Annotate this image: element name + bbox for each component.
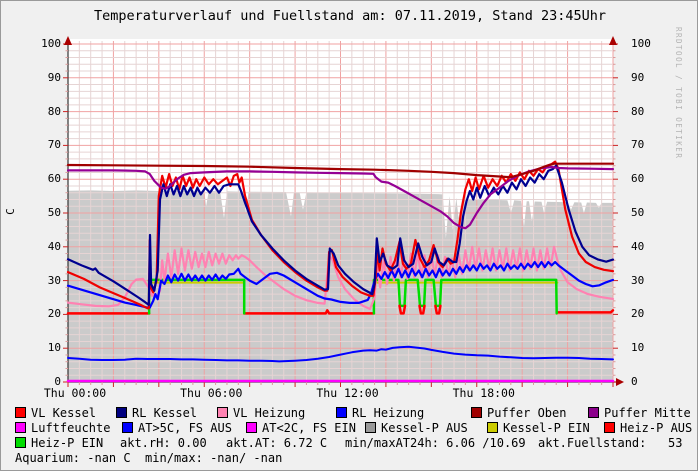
legend-label: AT>5C, FS AUS: [138, 421, 232, 435]
y-tick-left: 40: [47, 239, 61, 253]
y-tick-right: 60: [631, 172, 645, 186]
y-tick-right: 100: [631, 37, 651, 50]
chart-plot: [63, 36, 624, 387]
legend-item-kessel-p-aus: Kessel-P AUS: [365, 422, 468, 435]
legend-item-luftfeuchte: Luftfeuchte: [15, 422, 110, 435]
y-tick-left: 0: [54, 375, 61, 388]
legend-swatch: [588, 407, 599, 418]
y-tick-right: 0: [631, 375, 638, 388]
stat-akt-fuellstand: akt.Fuellstand: 53: [538, 436, 683, 450]
y-tick-right: 30: [631, 273, 645, 287]
stat-akt-at: akt.AT: 6.72 C: [226, 436, 328, 450]
legend-item-rl-kessel: RL Kessel: [116, 407, 197, 420]
legend-item-at-lt2: AT<2C, FS EIN: [246, 422, 356, 435]
y-tick-right: 50: [631, 206, 645, 219]
legend-label: Puffer Oben: [487, 406, 567, 420]
legend-swatch: [336, 407, 347, 418]
legend-label: AT<2C, FS EIN: [262, 421, 356, 435]
legend-label: VL Heizung: [233, 406, 306, 420]
legend-swatch: [15, 437, 26, 448]
x-tick-label: Thu 12:00: [316, 386, 379, 400]
y-tick-right: 90: [631, 70, 645, 84]
legend-item-vl-kessel: VL Kessel: [15, 407, 96, 420]
chart-title: Temperaturverlauf und Fuellstand am: 07.…: [93, 8, 607, 24]
legend-swatch: [122, 422, 133, 433]
rrdtool-watermark: RRDTOOL / TOBI OETIKER: [674, 27, 683, 160]
legend-item-puffer-oben: Puffer Oben: [471, 407, 566, 420]
legend-item-puffer-mitte: Puffer Mitte: [588, 407, 691, 420]
y-tick-left: 90: [47, 70, 61, 84]
legend-item-rl-heizung: RL Heizung: [336, 407, 424, 420]
stat-aquarium: Aquarium: -nan C min/max: -nan/ -nan: [15, 451, 283, 465]
y-tick-left: 30: [47, 273, 61, 287]
x-tick-label: Thu 06:00: [180, 386, 243, 400]
legend-swatch: [246, 422, 257, 433]
y-tick-left: 20: [47, 307, 61, 321]
y-tick-left: 70: [47, 138, 61, 152]
x-tick-label: Thu 00:00: [43, 386, 107, 400]
legend-label: Luftfeuchte: [31, 421, 111, 435]
legend-label: Heiz-P EIN: [31, 436, 104, 450]
stat-akt-rh: akt.rH: 0.00: [120, 436, 207, 450]
legend-swatch: [471, 407, 482, 418]
y-tick-right: 10: [631, 341, 645, 355]
legend-label: Puffer Mitte: [604, 406, 691, 420]
legend-swatch: [15, 422, 26, 433]
legend-label: Kessel-P AUS: [381, 421, 468, 435]
legend-label: Kessel-P EIN: [503, 421, 590, 435]
legend-item-vl-heizung: VL Heizung: [217, 407, 305, 420]
legend-label: VL Kessel: [31, 406, 97, 420]
y-tick-right: 40: [631, 239, 645, 253]
legend-swatch: [217, 407, 228, 418]
y-tick-left: 100: [41, 37, 61, 50]
legend-label: RL Kessel: [132, 406, 198, 420]
y-tick-left: 10: [47, 341, 61, 355]
y-tick-right: 80: [631, 104, 645, 118]
legend-item-heiz-p-ein: Heiz-P EIN: [15, 437, 103, 450]
legend-label: RL Heizung: [352, 406, 425, 420]
legend-swatch: [604, 422, 615, 433]
y-tick-right: 70: [631, 138, 645, 152]
stat-minmax-at24h: min/maxAT24h: 6.06 /10.69: [345, 436, 526, 450]
legend-item-kessel-p-ein: Kessel-P EIN: [487, 422, 590, 435]
legend-swatch: [487, 422, 498, 433]
y-tick-left: 60: [47, 172, 61, 186]
legend-swatch: [365, 422, 376, 433]
legend-swatch: [116, 407, 127, 418]
y-tick-right: 20: [631, 307, 645, 321]
x-tick-label: Thu 18:00: [452, 386, 515, 400]
legend-label: Heiz-P AUS: [620, 421, 693, 435]
y-tick-left: 50: [47, 206, 61, 219]
legend-item-heiz-p-aus: Heiz-P AUS: [604, 422, 692, 435]
legend-swatch: [15, 407, 26, 418]
y-tick-left: 80: [47, 104, 61, 118]
legend-item-at-gt5: AT>5C, FS AUS: [122, 422, 232, 435]
